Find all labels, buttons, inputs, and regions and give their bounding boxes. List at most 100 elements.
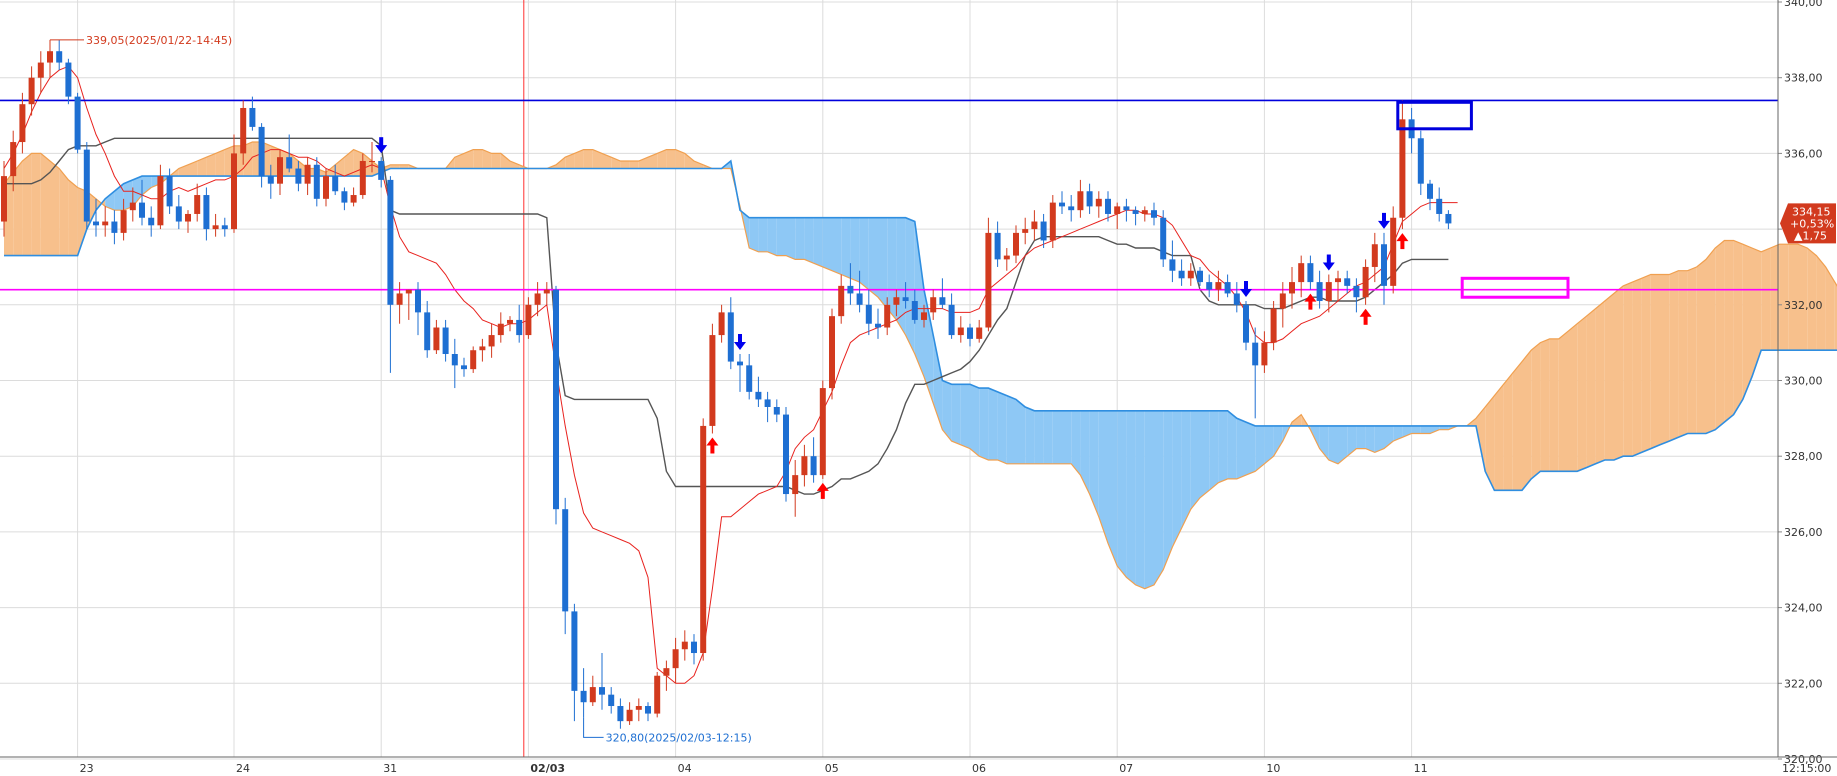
signal-down-arrow [1378,220,1390,229]
candle-body [939,297,946,305]
candle [1390,206,1397,294]
last-change: ▲1,75 [1794,229,1827,242]
cloud-segment [832,217,842,275]
candle [470,346,477,373]
candle-body [74,96,81,150]
candle-body [534,293,541,305]
candle [654,671,661,718]
candle [139,179,145,226]
cloud-segment [1568,323,1578,472]
candle [1031,210,1038,241]
cloud-segment [1025,406,1035,464]
cloud-segment [657,149,667,169]
cloud-segment [1816,255,1826,351]
candle [856,270,863,313]
candle [93,198,99,237]
signal-up-stem [1363,315,1368,325]
candle-body [525,304,532,336]
candle [286,134,293,173]
cloud-segment [776,217,786,256]
cloud-segment [1062,410,1072,464]
signal-up-arrow [816,482,829,491]
candle-body [1381,244,1387,286]
candle-body [1233,293,1240,305]
candle [847,263,854,305]
candle [1270,301,1277,351]
x-tick-label: 04 [678,762,692,775]
candle-body [461,365,467,370]
cloud-segment [1006,395,1016,464]
candle-body [911,301,918,320]
candle [1344,270,1351,294]
cloud-segment [1752,248,1762,377]
candle [277,149,283,196]
candle-body [921,312,927,320]
signal-down-arrow [375,145,388,154]
candle-body [865,304,872,324]
candle [801,444,808,487]
cloud-segment [997,391,1007,464]
candle-body [1316,282,1323,302]
cloud-segment [1273,425,1283,457]
candle-body [1151,210,1157,218]
candle-body [829,316,835,389]
candle [304,157,311,196]
candle-body [976,327,983,339]
candle [1160,210,1167,267]
candle [553,285,559,525]
candle-body [65,62,72,97]
low-annotation: 320,80(2025/02/03-12:15) [606,731,752,744]
candle [267,164,274,199]
candle [1013,225,1019,264]
ichimoku-cloud [3,141,1837,590]
candle-body [884,304,891,328]
marker-box [1460,276,1570,299]
cloud-segment [1255,425,1265,472]
candle [792,459,799,517]
candle [37,51,44,93]
candle [185,210,191,233]
cloud-segment [1338,425,1348,464]
cloud-segment [500,153,510,169]
candle [111,210,118,245]
cloud-segment [914,221,924,377]
candle-body [1279,293,1286,309]
candle [258,123,265,188]
candle [819,380,826,479]
candle [1141,206,1148,222]
candle [1261,331,1268,373]
candle [442,319,449,362]
candle [1307,255,1314,290]
candle [976,319,983,343]
cloud-segment [1724,240,1734,423]
candle-body [286,157,293,169]
candle-body [755,391,762,400]
cloud-segment [1292,414,1302,426]
cloud-segment [694,160,704,169]
candle-body [221,225,228,230]
candle [323,168,329,207]
cloud-segment [859,217,869,290]
signal-up-arrow [1359,308,1372,317]
cloud-segment [142,176,152,196]
cloud-segment [31,153,41,256]
candle-body [313,164,320,199]
cloud-segment [1788,244,1798,351]
candle [1316,270,1323,309]
cloud-segment [1733,240,1743,415]
cloud-segment [1706,248,1716,434]
candle-body [783,414,789,495]
signal-down-arrow [1322,262,1335,271]
cloud-segment [1770,244,1780,351]
candle-body [203,195,210,230]
cloud-segment [1779,244,1789,351]
candle [534,282,541,317]
cloud-segment [620,160,630,169]
candle-body [1335,278,1341,283]
cloud-segment [1246,422,1256,476]
x-tick-label: 24 [236,762,250,775]
candle [424,301,431,358]
candle-body [479,346,486,351]
cloud-segment [565,153,575,169]
